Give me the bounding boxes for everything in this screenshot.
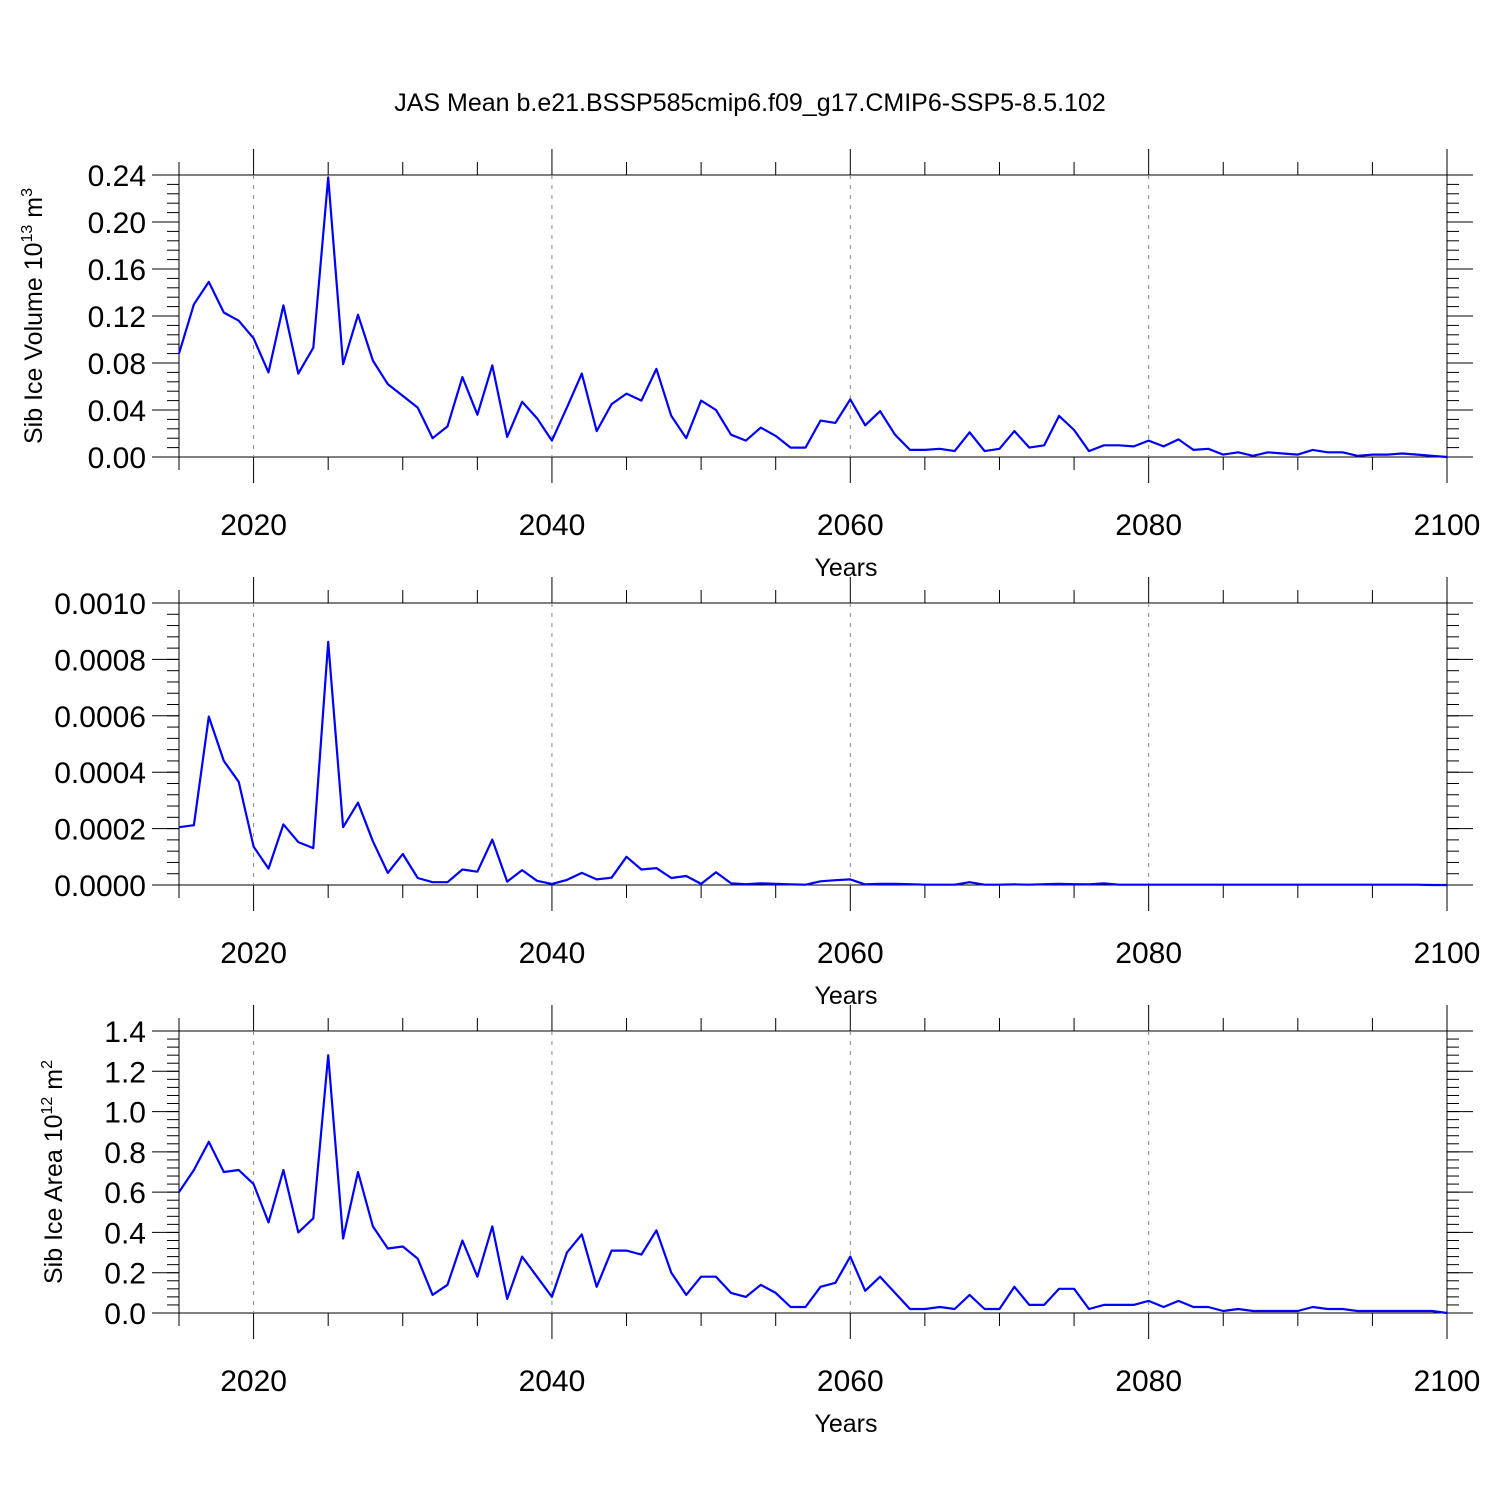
x-tick-label: 2060 [817,509,884,542]
x-tick-label: 2080 [1115,509,1182,542]
y-tick-label: 0.0000 [54,870,146,903]
y-tick-label: 1.0 [104,1097,146,1130]
y-tick-label: 0.0002 [54,814,146,847]
x-tick-label: 2100 [1414,509,1481,542]
y-tick-label: 1.2 [104,1056,146,1089]
x-tick-label: 2060 [817,1365,884,1398]
series-line-ice-area [178,1054,1448,1315]
y-tick-label: 0.20 [88,207,146,240]
x-axis-title: Years [814,982,877,1010]
x-tick-label: 2040 [519,1365,586,1398]
y-tick-label: 0.04 [88,395,146,428]
series-line-snow-volume [178,640,1447,887]
y-tick-label: 0.4 [104,1217,146,1250]
series-line-ice-volume [177,176,1448,459]
x-tick-label: 2040 [519,937,586,970]
x-tick-label: 2060 [817,937,884,970]
y-tick-label: 0.0 [104,1298,146,1331]
panel-ice-volume: 2020 2040 2060 2080 2100 0.00 0.04 0.08 0.12 0.16… [19,149,1480,582]
y-axis-title: Sib Snow Volume 1013 m3 [0,601,6,886]
panel-snow-volume: 2020 2040 2060 2080 2100 0.0000 0.0002 0.0004 0.… [0,577,1480,1010]
x-tick-label: 2020 [220,1365,287,1398]
y-tick-label: 1.4 [104,1016,146,1049]
x-tick-label: 2080 [1115,937,1182,970]
y-tick-label: 0.24 [88,160,146,193]
y-tick-label: 0.6 [104,1177,146,1210]
x-tick-label: 2020 [220,509,287,542]
y-tick-label: 0.00 [88,442,146,475]
y-tick-label: 0.0006 [54,701,146,734]
y-axis-title: Sib Ice Volume 1013 m3 [19,188,48,444]
y-tick-label: 0.2 [104,1258,146,1291]
x-axis-title: Years [814,554,877,582]
y-tick-label: 0.0004 [54,757,146,790]
y-tick-label: 0.16 [88,254,146,287]
y-tick-label: 0.0010 [54,588,146,621]
y-tick-label: 0.8 [104,1137,146,1170]
y-tick-label: 0.08 [88,348,146,381]
y-axis-title: Sib Ice Area 1012 m2 [39,1060,68,1284]
x-tick-label: 2100 [1414,1365,1481,1398]
y-tick-label: 0.12 [88,301,146,334]
x-axis-title: Years [814,1410,877,1438]
y-tick-label: 0.0008 [54,644,146,677]
x-tick-label: 2040 [519,509,586,542]
x-tick-label: 2100 [1414,937,1481,970]
x-tick-label: 2080 [1115,1365,1182,1398]
x-tick-label: 2020 [220,937,287,970]
panel-ice-area: 2020 2040 2060 2080 2100 0.0 0.2 0.4 0.6 0.8 1.0 1.… [39,1005,1480,1438]
chart-title: JAS Mean b.e21.BSSP585cmip6.f09_g17.CMIP… [394,89,1106,117]
